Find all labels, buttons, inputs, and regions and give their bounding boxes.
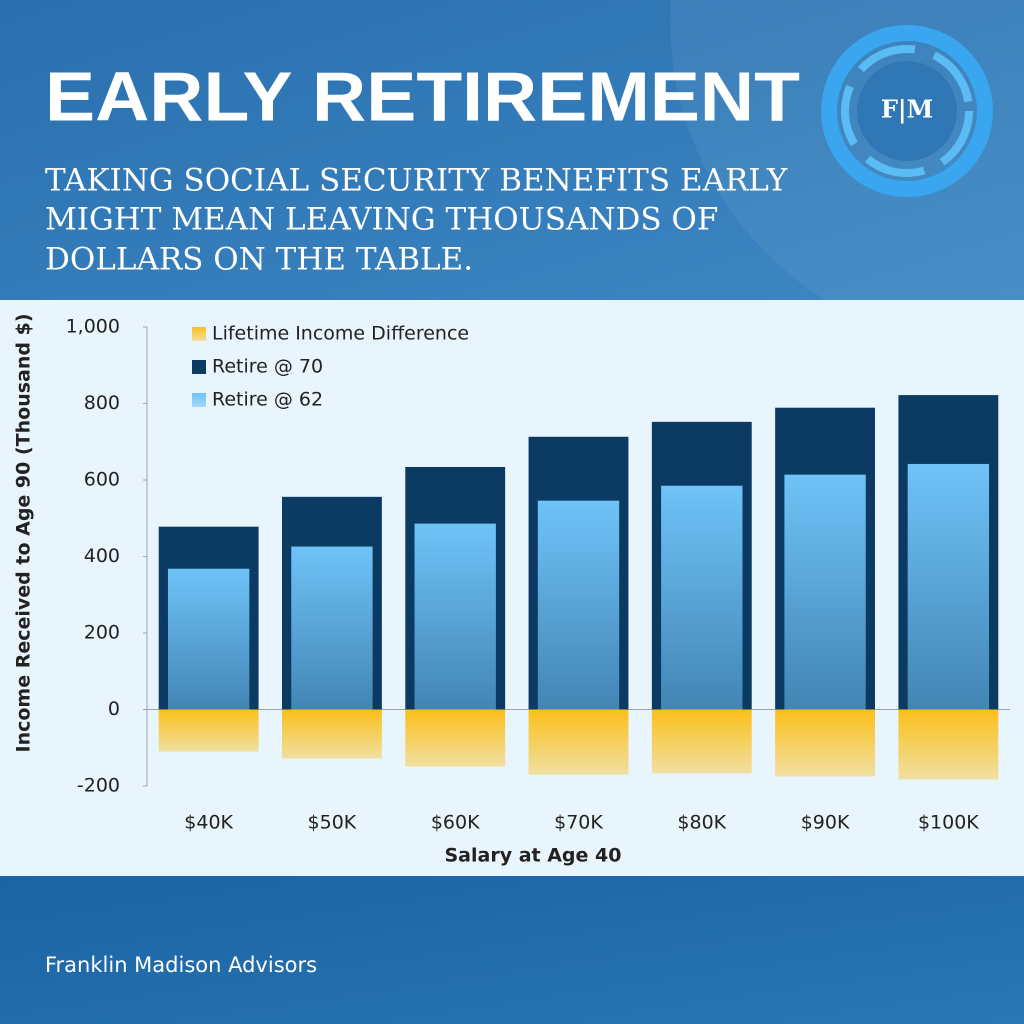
- subtitle-line: MIGHT MEAN LEAVING THOUSANDS OF: [45, 202, 718, 238]
- bar: [414, 523, 496, 710]
- logo-center: [857, 61, 957, 161]
- legend-label: Lifetime Income Difference: [212, 323, 469, 345]
- bar: [167, 568, 250, 710]
- x-tick-label: $40K: [184, 812, 233, 834]
- logo-ring: [821, 25, 993, 197]
- y-tick-label: -200: [77, 775, 120, 797]
- legend-swatch: [192, 393, 206, 407]
- bar: [784, 474, 866, 710]
- x-tick-label: $80K: [677, 812, 726, 834]
- x-tick-label: $50K: [308, 812, 357, 834]
- x-axis-label: Salary at Age 40: [445, 845, 622, 867]
- y-tick-label: 1,000: [66, 316, 120, 338]
- footer-background: [0, 876, 1024, 1024]
- x-tick-label: $100K: [918, 812, 979, 834]
- y-tick-label: 0: [108, 698, 120, 720]
- chart: -200 0 200 400 600 800 1,000 $40K $50K $60K $70K $8…: [13, 313, 1010, 867]
- subtitle-line: DOLLARS ON THE TABLE.: [45, 242, 473, 278]
- bar: [537, 500, 620, 710]
- logo: F|M: [821, 25, 993, 197]
- logo-ring: [841, 45, 973, 177]
- y-tick-label: 600: [84, 469, 120, 491]
- x-tick-label: $90K: [801, 812, 850, 834]
- title: EARLY RETIREMENT: [45, 57, 800, 135]
- bar: [291, 546, 373, 710]
- bar: [775, 709, 876, 777]
- bar: [907, 463, 990, 710]
- x-tick-label: $60K: [431, 812, 480, 834]
- logo-text: F|M: [881, 95, 933, 124]
- x-tick-label: $70K: [554, 812, 603, 834]
- y-tick-label: 400: [84, 545, 120, 567]
- bar: [528, 709, 629, 775]
- subtitle: TAKING SOCIAL SECURITY BENEFITS EARLYMIG…: [45, 163, 788, 278]
- subtitle-line: TAKING SOCIAL SECURITY BENEFITS EARLY: [45, 163, 788, 199]
- bar: [661, 485, 743, 710]
- bar: [405, 709, 506, 767]
- bar: [651, 709, 752, 774]
- legend-label: Retire @ 70: [212, 356, 323, 378]
- bar: [898, 709, 999, 780]
- bar: [281, 709, 382, 759]
- legend-label: Retire @ 62: [212, 389, 323, 411]
- y-axis-label: Income Received to Age 90 (Thousand $): [13, 313, 35, 752]
- y-tick-label: 200: [84, 622, 120, 644]
- y-tick-label: 800: [84, 392, 120, 414]
- bar: [158, 709, 259, 752]
- legend-swatch: [192, 360, 206, 374]
- legend-swatch: [192, 327, 206, 341]
- footer-text: Franklin Madison Advisors: [45, 953, 317, 977]
